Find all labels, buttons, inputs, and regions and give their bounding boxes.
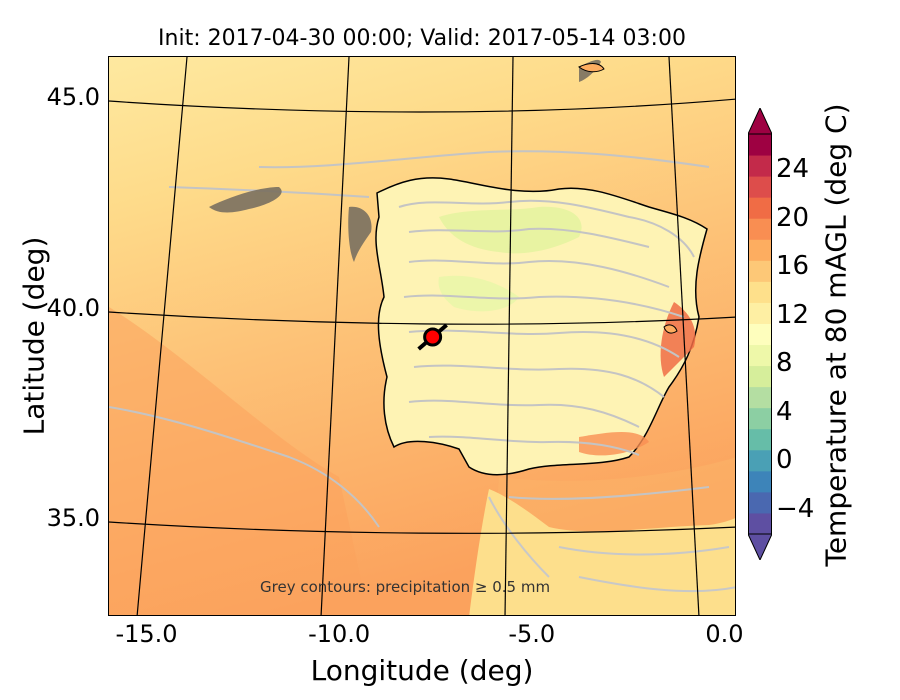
- colorbar-tick-label: 4: [776, 396, 793, 427]
- temperature-map: [109, 57, 735, 615]
- colorbar-outline: [748, 133, 772, 535]
- site-marker: [423, 327, 443, 347]
- x-tick-label: -5.0: [508, 620, 556, 648]
- chart-title: Init: 2017-04-30 00:00; Valid: 2017-05-1…: [158, 26, 686, 51]
- y-axis-label: Latitude (deg): [17, 236, 51, 436]
- map-frame: [108, 56, 736, 616]
- colorbar-segment: [748, 302, 772, 324]
- colorbar-segment: [748, 449, 772, 472]
- colorbar-segment: [748, 218, 772, 240]
- colorbar-segment: [748, 323, 772, 346]
- colorbar-segment: [748, 365, 772, 388]
- colorbar-segment: [748, 407, 772, 430]
- colorbar-tick-label: 0: [776, 445, 793, 476]
- colorbar-segment: [748, 260, 772, 282]
- colorbar-segment: [748, 470, 772, 493]
- colorbar-segment: [748, 239, 772, 261]
- colorbar-segment: [748, 155, 772, 177]
- colorbar-segment: [748, 197, 772, 219]
- colorbar-segment: [748, 344, 772, 367]
- africa-landmass: [469, 489, 735, 615]
- precip-contours: [109, 150, 710, 528]
- colorbar-segment: [748, 491, 772, 514]
- islands: [578, 63, 678, 334]
- colorbar-tick-label: 20: [776, 202, 810, 233]
- interior-cool-region-2: [438, 275, 519, 312]
- colorbar-label: Temperature at 80 mAGL (deg C): [819, 103, 853, 567]
- colorbar-tick-label: 12: [776, 299, 810, 330]
- colorbar-segment: [748, 512, 772, 535]
- colorbar-extend-max: [748, 108, 772, 135]
- colorbar-segment: [748, 176, 772, 198]
- y-tick-label: 35.0: [46, 504, 100, 533]
- colorbar-tick-label: 16: [776, 251, 810, 282]
- colorbar-segment: [748, 134, 772, 156]
- colorbar-tick-label: 24: [776, 154, 810, 185]
- x-tick-label: 0.0: [705, 620, 744, 648]
- southeast-warm-region: [579, 432, 649, 456]
- x-tick-label: -15.0: [115, 620, 178, 648]
- colorbar-segment: [748, 428, 772, 451]
- colorbar-segment: [748, 281, 772, 303]
- x-axis-label: Longitude (deg): [310, 654, 534, 687]
- colorbar-tick-label: 8: [776, 348, 793, 379]
- graticule: [109, 57, 735, 615]
- precip-note: Grey contours: precipitation ≥ 0.5 mm: [260, 578, 551, 596]
- colorbar: [748, 108, 772, 560]
- x-tick-label: -10.0: [308, 620, 371, 648]
- colorbar-extend-min: [748, 533, 772, 560]
- y-tick-label: 40.0: [46, 293, 100, 322]
- africa-contours: [488, 496, 735, 593]
- warm-sea-region: [109, 307, 369, 615]
- colorbar-tick-label: −4: [776, 493, 815, 524]
- iberia-landmass: [375, 177, 708, 476]
- colorbar-segment: [748, 386, 772, 409]
- y-tick-label: 45.0: [46, 83, 100, 112]
